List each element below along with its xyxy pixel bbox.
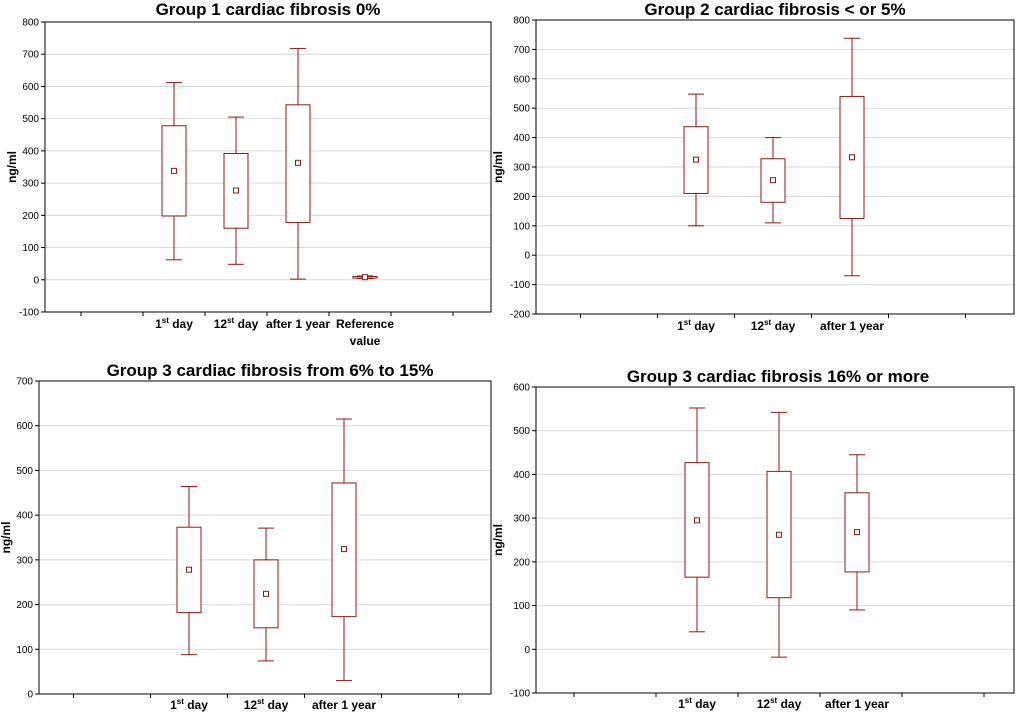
plot-area [45,22,491,312]
median-marker [362,274,368,281]
x-category-label: 12st day [244,697,289,712]
x-category-label: after 1 year [820,319,884,333]
x-category-label: 1st day [170,697,208,712]
x-category-label: 12st day [214,316,259,331]
y-tick-label: 500 [16,466,33,477]
median-marker [295,159,301,166]
median-marker [263,590,269,597]
y-tick-label: 300 [513,514,530,525]
plot-frame [535,386,1015,694]
chart-panel-3: Group 3 cardiac fibrosis from 6% to 15% 0… [0,361,492,712]
x-category-label: 12st day [757,696,802,711]
y-tick-label: 600 [513,383,530,394]
median-marker [693,156,699,163]
median-marker [233,187,239,194]
y-tick-label: 400 [513,133,530,144]
chart-panel-1: Group 1 cardiac fibrosis 0% -100 0 100 200 30… [5,0,492,348]
plot-frame [38,380,492,695]
chart-panel-4: Group 3 cardiac fibrosis 16% or more -100… [491,367,1015,711]
y-tick-label: 400 [513,470,530,481]
plot-frame [535,19,1015,315]
x-category-label-line2: value [350,334,381,348]
y-tick-label: -200 [510,310,530,321]
y-tick-label: 100 [513,221,530,232]
plot-area [39,381,491,694]
y-tick-label: -100 [19,308,39,319]
y-tick-label: 700 [22,50,39,61]
x-category-label: 1st day [678,696,716,711]
box-plot-3 [839,37,865,277]
median-marker [171,167,177,174]
x-category-label: Reference [336,317,394,331]
y-tick-label: 100 [22,243,39,254]
box-plot-4 [352,274,378,281]
x-category-label: 12st day [751,318,796,333]
x-category-label: 1st day [677,318,715,333]
plot-frame [44,21,492,313]
chart-title: Group 1 cardiac fibrosis 0% [156,0,381,19]
y-tick-label: 200 [16,600,33,611]
y-tick-label: 600 [22,82,39,93]
box-plot-2 [253,527,279,662]
y-tick-label: 100 [513,601,530,612]
median-marker [770,177,776,184]
box-plot-1 [176,486,202,656]
y-tick-label: -100 [510,689,530,700]
y-tick-label: 200 [513,192,530,203]
box-plot-3 [285,47,311,280]
y-tick-label: 800 [22,18,39,29]
median-marker [854,529,860,536]
y-axis-label: ng/ml [491,524,505,556]
y-axis-label: ng/ml [491,151,505,183]
y-tick-label: 600 [16,421,33,432]
box-plot-2 [223,116,249,265]
y-tick-label: 0 [524,645,530,656]
chart-title: Group 3 cardiac fibrosis from 6% to 15% [107,361,434,380]
chart-title: Group 3 cardiac fibrosis 16% or more [627,367,929,386]
y-tick-label: 700 [16,377,33,388]
y-tick-label: 200 [22,211,39,222]
y-tick-label: 300 [22,179,39,190]
y-tick-label: 800 [513,16,530,27]
x-category-label: 1st day [155,316,193,331]
box-plot-2 [766,411,792,658]
y-tick-label: 500 [513,104,530,115]
box-plot-1 [683,93,709,227]
chart-title: Group 2 cardiac fibrosis < or 5% [644,0,905,19]
box-plot-3 [844,454,870,611]
y-tick-label: 400 [16,511,33,522]
y-tick-label: 500 [22,114,39,125]
y-tick-label: 300 [513,163,530,174]
y-tick-label: 600 [513,74,530,85]
box-plot-1 [161,82,187,261]
y-tick-label: 400 [22,146,39,157]
y-tick-label: -100 [510,280,530,291]
median-marker [186,566,192,573]
y-tick-label: 300 [16,555,33,566]
x-category-label: after 1 year [312,698,376,712]
y-tick-label: 0 [524,251,530,262]
y-tick-label: 0 [27,690,33,701]
box-plot-3 [331,418,357,682]
y-axis-label: ng/ml [5,151,19,183]
median-marker [776,531,782,538]
y-tick-label: 0 [33,275,39,286]
median-marker [341,546,347,553]
box-plot-2 [760,137,786,224]
y-tick-label: 500 [513,426,530,437]
median-marker [694,517,700,524]
y-tick-label: 200 [513,557,530,568]
median-marker [849,154,855,161]
box-plot-1 [684,407,710,633]
y-tick-label: 700 [513,45,530,56]
x-category-label: after 1 year [266,317,330,331]
y-axis-label: ng/ml [0,522,13,554]
y-tick-label: 100 [16,645,33,656]
x-category-label: after 1 year [825,697,889,711]
chart-panel-2: Group 2 cardiac fibrosis < or 5% -200 -100… [491,0,1015,333]
